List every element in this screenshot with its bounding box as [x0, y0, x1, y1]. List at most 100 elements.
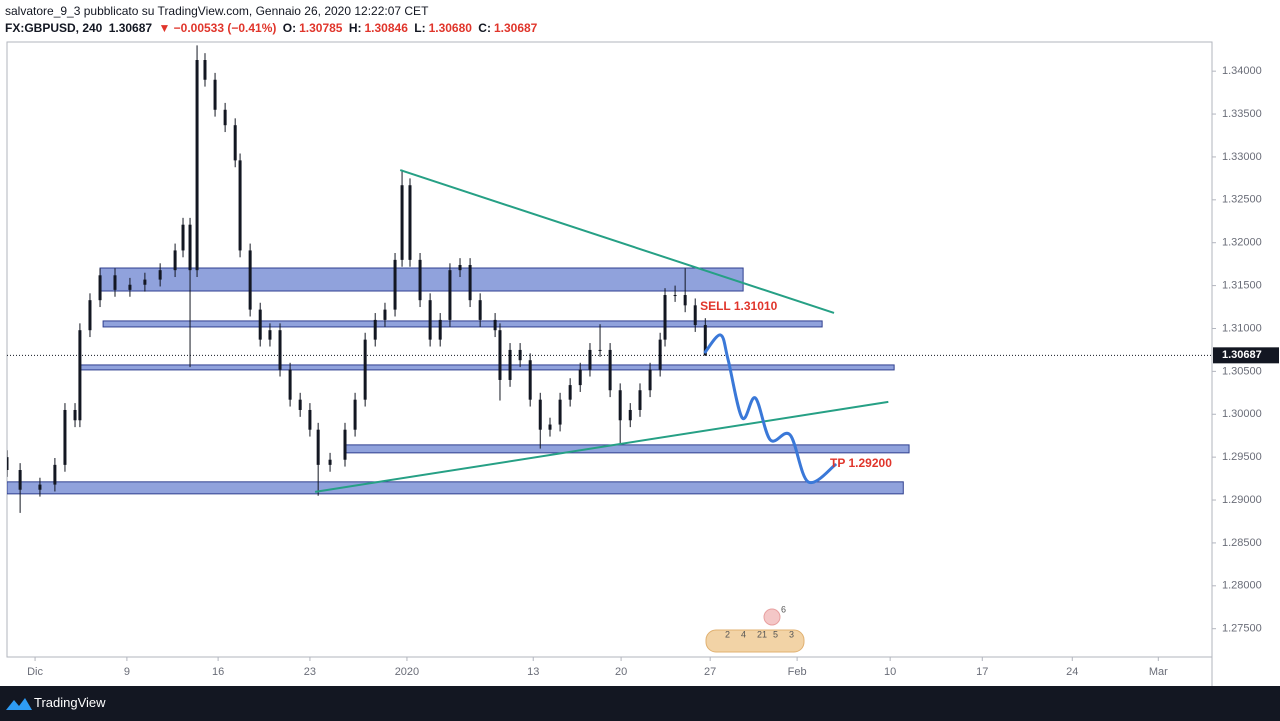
candle-body: [88, 300, 92, 331]
plot-area: [6, 41, 1213, 658]
event-count: 3: [789, 629, 794, 639]
x-tick-label: Feb: [788, 666, 807, 678]
trendline: [399, 169, 835, 314]
candle-body: [528, 360, 532, 400]
last-price-label: 1.30687: [1222, 349, 1262, 361]
annotation: SELL 1.31010: [700, 299, 777, 313]
x-tick-label: 16: [212, 666, 224, 678]
candle-body: [628, 409, 632, 421]
candle-body: [38, 484, 42, 490]
candle-body: [383, 309, 387, 320]
y-tick-label: 1.32500: [1222, 194, 1262, 206]
candle-body: [558, 399, 562, 425]
candle-body: [73, 409, 77, 421]
candle-body: [188, 224, 192, 271]
candle-body: [298, 399, 302, 410]
candle-body: [693, 305, 697, 326]
y-tick-label: 1.31000: [1222, 322, 1262, 334]
candle-body: [53, 464, 57, 485]
y-tick-label: 1.33500: [1222, 108, 1262, 120]
event-count: 5: [773, 629, 778, 639]
candle-body: [128, 284, 132, 290]
candle-body: [548, 424, 552, 430]
ohlc-label: L:: [414, 21, 426, 35]
event-count: 2: [725, 629, 730, 639]
x-tick-label: Mar: [1149, 666, 1168, 678]
candle-body: [578, 369, 582, 386]
symbol: FX:GBPUSD, 240: [5, 21, 103, 35]
x-tick-label: 10: [884, 666, 896, 678]
change: ▼ −0.00533 (−0.41%): [158, 21, 277, 35]
ohlc-value: 1.30846: [364, 21, 408, 35]
candle-body: [448, 270, 452, 320]
y-tick-label: 1.30000: [1222, 408, 1262, 420]
x-tick-label: 9: [124, 666, 130, 678]
zone: [79, 364, 895, 371]
candle-body: [233, 125, 237, 161]
candle-body: [703, 325, 707, 356]
projection-path: [703, 333, 837, 485]
candle-body: [393, 259, 397, 310]
candle-body: [268, 330, 272, 340]
candle-body: [258, 309, 262, 340]
x-tick-label: Dic: [27, 666, 43, 678]
events: 6 2 4 21 5 3: [705, 604, 805, 653]
zone: [7, 481, 904, 495]
x-tick-label: 17: [976, 666, 988, 678]
candle-body: [223, 109, 227, 126]
ohlc-value: 1.30687: [493, 21, 538, 35]
candle-body: [181, 224, 185, 251]
ohlc-label: C:: [478, 21, 491, 35]
x-tick-label: 2020: [395, 666, 419, 678]
candle-body: [113, 275, 117, 290]
x-tick-label: 24: [1066, 666, 1078, 678]
trendline: [314, 400, 889, 493]
y-tick-label: 1.27500: [1222, 623, 1262, 635]
x-tick-label: 23: [304, 666, 316, 678]
candle-body: [308, 409, 312, 430]
candle-body: [438, 319, 442, 340]
y-tick-label: 1.29000: [1222, 494, 1262, 506]
candle-body: [98, 275, 102, 301]
zone: [345, 444, 910, 454]
candle-body: [363, 339, 367, 400]
y-tick-label: 1.30500: [1222, 365, 1262, 377]
last-price-box: [1213, 347, 1279, 364]
y-tick-label: 1.33000: [1222, 151, 1262, 163]
event-icon: [763, 608, 781, 626]
candle-body: [373, 319, 377, 340]
candle-body: [638, 390, 642, 410]
candle-body: [683, 295, 687, 306]
symbol-line: FX:GBPUSD, 240 1.30687 ▼ −0.00533 (−0.41…: [5, 21, 540, 35]
candle-body: [173, 250, 177, 271]
candle-body: [213, 79, 217, 110]
candle-body: [673, 295, 677, 297]
y-tick-label: 1.28000: [1222, 580, 1262, 592]
candle-body: [418, 259, 422, 301]
candle-body: [328, 459, 332, 465]
event-count: 6: [781, 604, 786, 614]
candle-body: [18, 470, 22, 490]
candle-body: [63, 409, 67, 465]
y-tick-label: 1.34000: [1222, 65, 1262, 77]
y-tick-label: 1.32000: [1222, 237, 1262, 249]
candle-body: [538, 399, 542, 430]
event-bar: [705, 629, 805, 653]
x-tick-label: 13: [527, 666, 539, 678]
y-tick-label: 1.29500: [1222, 451, 1262, 463]
candle-body: [158, 270, 162, 280]
plot: SELL 1.31010 TP 1.29200: [7, 45, 1212, 513]
x-tick-label: 20: [615, 666, 627, 678]
last-price: 1.30687: [108, 21, 153, 35]
candle-body: [400, 185, 404, 260]
candle-body: [428, 300, 432, 340]
brand: TradingView: [34, 695, 106, 710]
axes: 1.34000 1.33500 1.33000 1.32500 1.32000 1.315…: [27, 65, 1279, 678]
candle-body: [518, 349, 522, 361]
event-count: 21: [757, 629, 767, 639]
x-tick-label: 27: [704, 666, 716, 678]
candle-body: [203, 60, 207, 80]
candle-body: [248, 250, 252, 310]
